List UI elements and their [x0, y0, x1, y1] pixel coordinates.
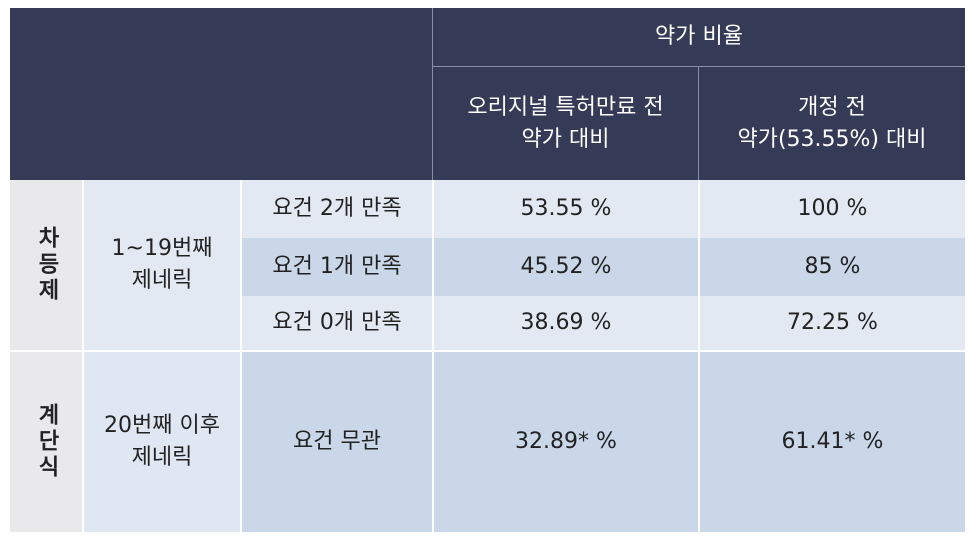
- system-label: 차등제: [34, 226, 59, 304]
- cell-text: 45.52 %: [520, 254, 612, 279]
- condition-cell: 요건 0개 만족: [240, 296, 432, 352]
- value-cell: 32.89* %: [432, 352, 698, 532]
- condition-cell: 요건 무관: [240, 352, 432, 532]
- cell-text: 72.25 %: [787, 310, 878, 335]
- header-text: 약가(53.55%) 대비: [737, 126, 927, 152]
- header-text: 약가 대비: [521, 126, 610, 152]
- target-label: 제네릭: [131, 268, 193, 293]
- value-cell: 72.25 %: [698, 296, 965, 352]
- header-group: 약가 비율: [432, 8, 965, 67]
- header-text: 약가 비율: [655, 24, 743, 49]
- header-blank: [10, 8, 432, 180]
- header-cell: 오리지널 특허만료 전 약가 대비: [432, 67, 698, 180]
- value-cell: 85 %: [698, 238, 965, 296]
- cell-text: 요건 1개 만족: [272, 254, 402, 279]
- header-text: 개정 전: [798, 94, 866, 120]
- target-cell: 20번째 이후 제네릭: [82, 352, 240, 532]
- header-cell: 개정 전 약가(53.55%) 대비: [698, 67, 965, 180]
- cell-text: 32.89* %: [515, 429, 617, 454]
- target-label: 20번째 이후: [104, 413, 220, 438]
- target-label: 제네릭: [131, 445, 193, 470]
- cell-text: 요건 2개 만족: [272, 196, 402, 221]
- value-cell: 61.41* %: [698, 352, 965, 532]
- condition-cell: 요건 2개 만족: [240, 180, 432, 238]
- cell-text: 100 %: [797, 196, 868, 221]
- cell-text: 85 %: [804, 254, 861, 279]
- value-cell: 53.55 %: [432, 180, 698, 238]
- header-text: 오리지널 특허만료 전: [467, 94, 664, 120]
- cell-text: 요건 무관: [293, 429, 381, 454]
- target-cell: 1~19번째 제네릭: [82, 180, 240, 352]
- value-cell: 45.52 %: [432, 238, 698, 296]
- cell-text: 53.55 %: [520, 196, 612, 221]
- value-cell: 100 %: [698, 180, 965, 238]
- system-cell: 차등제: [10, 180, 82, 352]
- cell-text: 38.69 %: [520, 310, 612, 335]
- system-label: 계단식: [34, 403, 59, 481]
- value-cell: 38.69 %: [432, 296, 698, 352]
- cell-text: 61.41* %: [781, 429, 884, 454]
- target-label: 1~19번째: [111, 236, 213, 261]
- cell-text: 요건 0개 만족: [272, 310, 402, 335]
- system-cell: 계단식: [10, 352, 82, 532]
- condition-cell: 요건 1개 만족: [240, 238, 432, 296]
